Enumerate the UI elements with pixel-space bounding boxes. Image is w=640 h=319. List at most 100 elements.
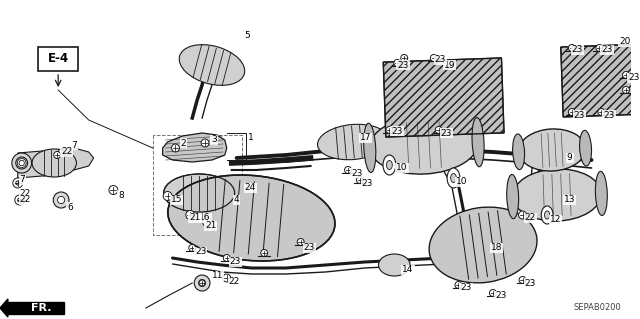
Text: 7: 7: [71, 140, 77, 150]
Circle shape: [163, 191, 172, 201]
Ellipse shape: [451, 174, 456, 182]
Text: 23: 23: [574, 110, 585, 120]
Circle shape: [186, 211, 195, 219]
Circle shape: [596, 44, 603, 51]
Ellipse shape: [513, 134, 525, 170]
Text: 23: 23: [604, 110, 615, 120]
Circle shape: [19, 160, 24, 166]
Text: 6: 6: [67, 203, 73, 211]
Text: 23: 23: [351, 168, 362, 177]
Polygon shape: [0, 299, 8, 317]
Text: E-4: E-4: [47, 53, 68, 65]
Circle shape: [18, 198, 22, 202]
Ellipse shape: [317, 124, 388, 160]
Circle shape: [598, 108, 605, 115]
Text: 23: 23: [435, 56, 446, 64]
Ellipse shape: [472, 117, 484, 167]
Circle shape: [12, 153, 31, 173]
Ellipse shape: [507, 174, 518, 219]
Ellipse shape: [383, 155, 396, 175]
Circle shape: [455, 281, 462, 288]
Ellipse shape: [179, 45, 244, 85]
Ellipse shape: [429, 207, 537, 283]
Text: 23: 23: [392, 127, 403, 136]
FancyBboxPatch shape: [38, 47, 78, 71]
Circle shape: [199, 280, 205, 286]
Ellipse shape: [447, 168, 460, 188]
Text: 17: 17: [360, 133, 371, 143]
Ellipse shape: [545, 211, 550, 219]
Circle shape: [623, 71, 630, 78]
Circle shape: [394, 60, 401, 66]
Text: 21: 21: [205, 221, 216, 231]
Circle shape: [623, 86, 630, 93]
Circle shape: [518, 211, 527, 219]
Ellipse shape: [164, 174, 235, 212]
Circle shape: [17, 159, 26, 167]
Circle shape: [194, 275, 210, 291]
Text: 23: 23: [460, 284, 472, 293]
Text: 13: 13: [564, 196, 575, 204]
Circle shape: [54, 152, 61, 159]
Text: 23: 23: [572, 46, 583, 55]
Circle shape: [223, 274, 230, 282]
Ellipse shape: [595, 171, 607, 216]
Text: 23: 23: [602, 46, 612, 55]
Text: 5: 5: [244, 32, 250, 41]
Text: 23: 23: [195, 248, 207, 256]
Text: 22: 22: [20, 196, 31, 204]
Text: 15: 15: [170, 196, 182, 204]
Text: 9: 9: [567, 153, 573, 162]
Text: 16: 16: [199, 213, 211, 222]
Text: 23: 23: [397, 61, 409, 70]
Polygon shape: [8, 302, 64, 314]
Circle shape: [519, 277, 526, 284]
Circle shape: [198, 279, 205, 286]
Ellipse shape: [580, 130, 591, 166]
Circle shape: [172, 144, 179, 152]
Circle shape: [15, 195, 25, 205]
Circle shape: [189, 244, 196, 251]
Text: 21: 21: [189, 213, 201, 222]
Circle shape: [568, 44, 575, 51]
Text: 3: 3: [211, 136, 217, 145]
Text: 4: 4: [234, 196, 239, 204]
Circle shape: [568, 108, 575, 115]
Text: 24: 24: [244, 183, 256, 192]
Ellipse shape: [168, 175, 335, 261]
Circle shape: [16, 181, 20, 185]
Ellipse shape: [364, 123, 376, 173]
Text: 1: 1: [248, 133, 254, 143]
Text: 22: 22: [228, 278, 240, 286]
Ellipse shape: [541, 206, 553, 224]
Circle shape: [16, 157, 28, 169]
Circle shape: [490, 290, 497, 296]
Text: 10: 10: [396, 164, 408, 173]
Text: 14: 14: [402, 265, 413, 275]
Text: 19: 19: [444, 61, 455, 70]
Ellipse shape: [32, 149, 76, 177]
Text: 12: 12: [550, 216, 561, 225]
Circle shape: [13, 178, 22, 188]
Text: 23: 23: [230, 257, 241, 266]
Polygon shape: [18, 148, 93, 178]
Circle shape: [53, 192, 69, 208]
Circle shape: [63, 148, 71, 156]
Text: 2: 2: [180, 138, 186, 147]
Text: SEPAB0200: SEPAB0200: [573, 303, 621, 312]
Polygon shape: [163, 133, 227, 162]
Text: 22: 22: [20, 189, 31, 197]
Polygon shape: [383, 58, 504, 137]
Circle shape: [109, 186, 118, 195]
Text: 23: 23: [303, 243, 315, 253]
Circle shape: [203, 218, 211, 226]
Circle shape: [356, 176, 364, 183]
Text: 23: 23: [495, 292, 506, 300]
Text: 18: 18: [491, 243, 502, 253]
Circle shape: [344, 167, 351, 174]
Circle shape: [430, 55, 437, 62]
Circle shape: [401, 55, 408, 62]
Text: 22: 22: [61, 147, 72, 157]
Text: FR.: FR.: [31, 303, 52, 313]
Ellipse shape: [379, 254, 410, 276]
